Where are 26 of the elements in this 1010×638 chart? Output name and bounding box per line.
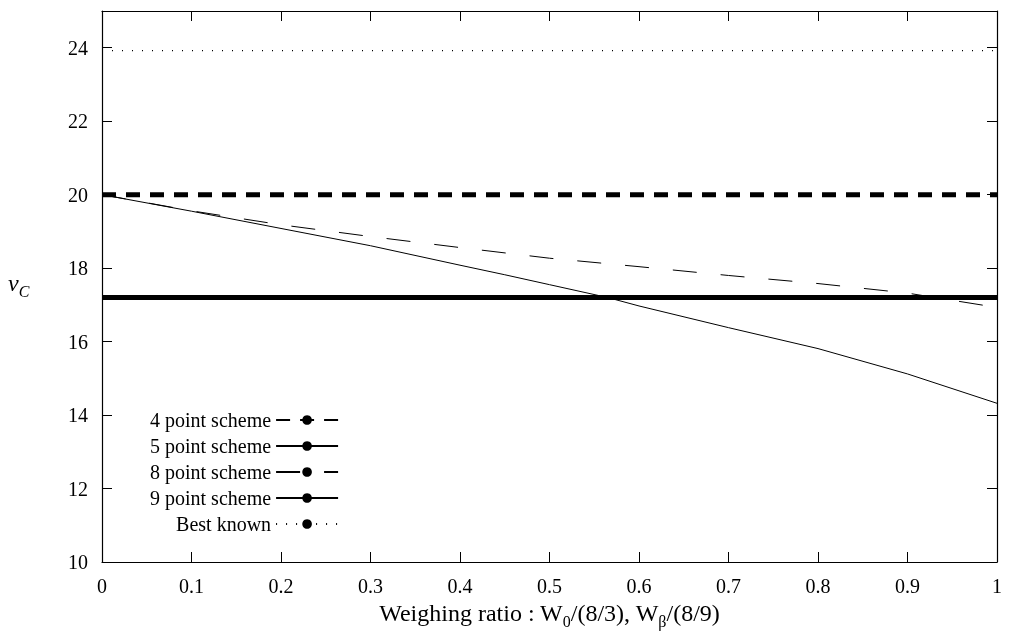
x-tick-label: 0.9	[895, 575, 920, 597]
y-tick-label: 10	[68, 551, 88, 573]
y-tick-label: 14	[68, 404, 88, 427]
y-axis-title: v$_{C}$	[8, 270, 30, 301]
y-tick-label: 24	[68, 36, 88, 59]
x-tick-label: 0.2	[268, 575, 294, 597]
x-tick-label: 0.4	[447, 575, 473, 597]
legend-label: 9 point scheme	[149, 487, 272, 510]
x-tick-label: 0.7	[716, 575, 741, 597]
y-tick-label: 16	[68, 330, 88, 353]
x-tick-label: 0	[97, 575, 107, 597]
legend-label: 8 point scheme	[149, 461, 272, 484]
x-tick-label: 1	[992, 575, 1002, 597]
legend-label: Best known	[176, 513, 272, 535]
y-tick-label: 22	[68, 110, 88, 133]
x-tick-label: 0.6	[626, 575, 652, 597]
y-tick-label: 18	[68, 257, 88, 280]
x-tick-label: 0.5	[537, 575, 562, 597]
legend-label: 5 point scheme	[149, 435, 272, 458]
y-tick-label: 20	[68, 183, 88, 206]
y-tick-label: 12	[68, 477, 88, 500]
legend-label: 4 point scheme	[149, 409, 272, 432]
x-tick-label: 0.1	[179, 575, 204, 597]
x-axis-title: Weighing ratio : W$_{0}$/(8/3), W$_{β}$/(8/9)	[378, 600, 721, 631]
x-tick-label: 0.3	[358, 575, 383, 597]
x-tick-label: 0.8	[805, 575, 831, 597]
